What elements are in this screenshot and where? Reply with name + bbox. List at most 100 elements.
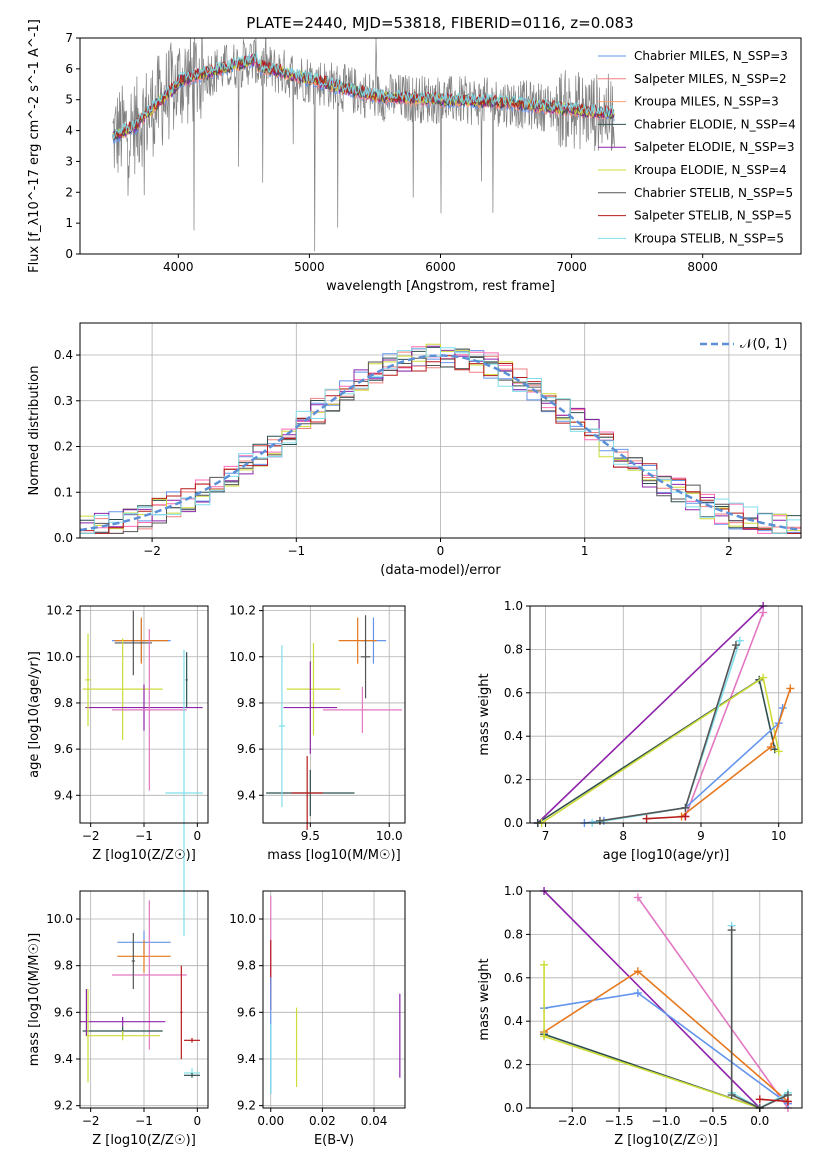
weight-marker [727,1090,736,1099]
x-tick-label: −1.5 [605,1114,634,1128]
y-tick-label: 0.0 [504,816,523,830]
x-tick-label: −2 [82,1114,100,1128]
legend-entry: 𝒩(0, 1) [740,337,787,352]
plot-area-spectrum [112,38,615,252]
errorbar-point [360,615,371,699]
weight-marker [681,812,690,821]
panel-age-vs-Z: −2 −1 0 9.4 9.6 9.8 10.0 10.2 Z [log10(Z/Z☉)] age… [27,604,209,937]
y-tick-label: 9.4 [237,1052,256,1066]
legend-entry: Kroupa STELIB, N_SSP=5 [634,231,784,245]
weight-marker [595,816,604,825]
y-tick-label: 9.8 [54,696,73,710]
x-tick-label: 8000 [687,260,718,274]
x-tick-label: 9.5 [301,829,320,843]
y-tick-label: 4 [65,124,73,138]
x-axis-label: Z [log10(Z/Z☉)] [614,1133,718,1148]
y-tick-label: 9.8 [237,696,256,710]
legend-entry: Chabrier ELODIE, N_SSP=4 [634,117,796,131]
errorbar-point [86,989,90,1083]
weight-line-8 [730,930,789,1109]
x-tick-label: −1 [135,829,153,843]
y-tick-label: 1.0 [504,884,523,898]
x-axis-label: E(B-V) [314,1133,354,1148]
y-tick-label: 9.2 [54,1099,73,1113]
y-tick-label: 0.2 [504,1058,523,1072]
x-tick-label: 5000 [294,260,325,274]
weight-marker [727,926,736,935]
errorbar-point [82,638,163,740]
x-tick-label: 0 [194,1114,202,1128]
weight-marker [759,673,768,682]
errorbar-point [180,965,183,1059]
x-tick-label: 10 [771,829,786,843]
y-tick-label: 10.0 [46,912,73,926]
y-tick-label: 7 [65,31,73,45]
y-tick-label: 9.6 [237,1005,256,1019]
x-tick-label: 9 [697,829,705,843]
y-tick-label: 6 [65,62,73,76]
weight-marker [633,967,642,976]
weight-marker [731,641,740,650]
x-tick-label: 8 [619,829,627,843]
errorbar-point [85,989,88,1036]
y-tick-label: 0.4 [504,1014,523,1028]
panel-age-vs-mass: 9.5 10.0 9.4 9.6 9.8 10.0 10.2 mass [log10(M/M☉… [229,604,406,863]
weight-marker [759,608,768,617]
y-tick-label: 9.8 [237,959,256,973]
panel-weight-vs-Z: −2.0 −1.5 −1.0 −0.5 0.0 0.0 0.2 0.4 0.6 0.8 1.0 Z [… [477,884,803,1148]
weight-line-5 [584,707,784,824]
y-axis-label: age [log10(age/yr)] [27,651,42,778]
histogram-7 [80,357,801,534]
errorbar-point [114,610,152,676]
errorbar-point [80,1017,166,1027]
errorbar-point [184,1073,200,1078]
y-tick-label: 0.3 [54,394,73,408]
panel-residuals: −2 −1 0 1 2 0.0 0.1 0.2 0.3 0.4 (data-model)/error… [27,322,802,578]
y-tick-label: 10.0 [46,650,73,664]
x-tick-label: −2 [143,544,161,558]
errorbar-point [283,661,338,754]
axes-frame [262,605,406,824]
y-axis-label: mass [log10(M/M☉)] [27,933,42,1066]
errorbar-point [338,617,377,664]
x-tick-label: −2 [82,829,100,843]
x-tick-label: −0.5 [698,1114,727,1128]
weight-line-2 [637,897,789,1109]
model-spectrum-9 [112,52,615,141]
weight-line-1 [537,605,764,824]
x-axis-label: age [log10(age/yr)] [603,848,730,863]
errorbar-point [185,652,188,708]
errorbar-point [278,645,286,807]
panel-weight-vs-age: 7 8 9 10 0.0 0.2 0.4 0.6 0.8 1.0 age [log10(age/yr… [477,599,803,863]
y-tick-label: 0.8 [504,927,523,941]
y-tick-label: 0.2 [54,440,73,454]
errorbar-point [112,900,187,1050]
x-axis-label: mass [log10(M/M☉)] [267,848,400,863]
x-tick-label: 7 [542,829,550,843]
weight-marker [766,743,775,752]
panel-mass-vs-Z: −2 −1 0 9.2 9.4 9.6 9.8 10.0 Z [log10(Z/Z☉)] mass… [27,890,209,1148]
weight-line-1 [543,890,761,1109]
spectrum-legend: Chabrier MILES, N_SSP=3 Salpeter MILES, N… [598,49,796,245]
x-axis-label: wavelength [Angstrom, rest frame] [326,279,555,294]
weight-marker [540,1032,549,1041]
weight-marker [681,803,690,812]
errorbar-point [184,1038,200,1043]
x-tick-label: −1 [287,544,305,558]
observed-spectrum [112,38,615,252]
y-tick-label: 0.6 [504,971,523,985]
axes-frame [262,890,406,1109]
x-tick-label: 2 [725,544,733,558]
y-tick-label: 10.2 [46,604,73,618]
errorbar-point [85,633,91,727]
legend-entry: Chabrier MILES, N_SSP=3 [634,49,788,63]
errorbar-point [322,686,402,733]
errorbar-point [85,684,203,731]
weight-marker [633,893,642,902]
errorbar-point [85,1031,160,1041]
plot-area-mass-vs-ebv [270,895,401,1094]
y-axis-label: mass weight [477,673,492,755]
y-tick-label: 9.6 [237,742,256,756]
y-tick-label: 9.4 [54,788,73,802]
weight-marker [735,636,744,645]
